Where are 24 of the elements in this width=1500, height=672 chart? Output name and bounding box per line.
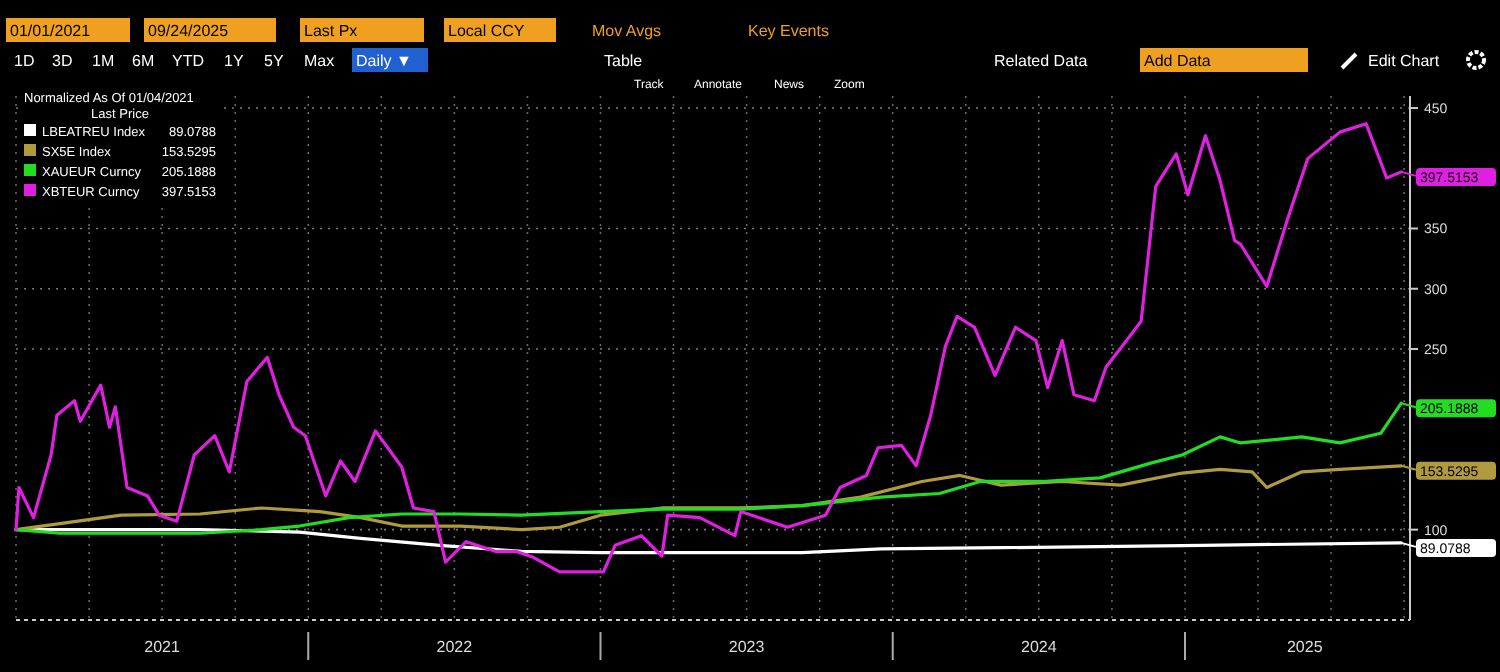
text: Related Data [994, 51, 1089, 70]
text: Local CCY [448, 21, 526, 40]
x-tick-label: 2024 [1021, 638, 1058, 656]
text: 09/24/2025 [148, 21, 230, 40]
text: Mov Avgs [592, 21, 662, 40]
text: 1M [92, 51, 115, 70]
text: 01/01/2021 [10, 21, 92, 40]
text: Max [304, 51, 335, 70]
text: Key Events [748, 21, 829, 40]
text: YTD [172, 51, 205, 70]
text: 1Y [224, 51, 245, 70]
text: 1D [14, 51, 35, 70]
text: 5Y [264, 51, 285, 70]
text: Last Px [304, 21, 358, 40]
x-tick-label: 2022 [436, 638, 474, 656]
text: Table [604, 51, 644, 70]
text: Daily ▼ [356, 51, 412, 70]
x-tick-label: 2025 [1287, 638, 1324, 656]
text: Add Data [1144, 51, 1212, 70]
text: 3D [52, 51, 73, 70]
x-tick-label: 2023 [728, 638, 766, 656]
x-tick-label: 2021 [144, 638, 182, 656]
text: 6M [132, 51, 155, 70]
text: Edit Chart [1368, 51, 1441, 70]
